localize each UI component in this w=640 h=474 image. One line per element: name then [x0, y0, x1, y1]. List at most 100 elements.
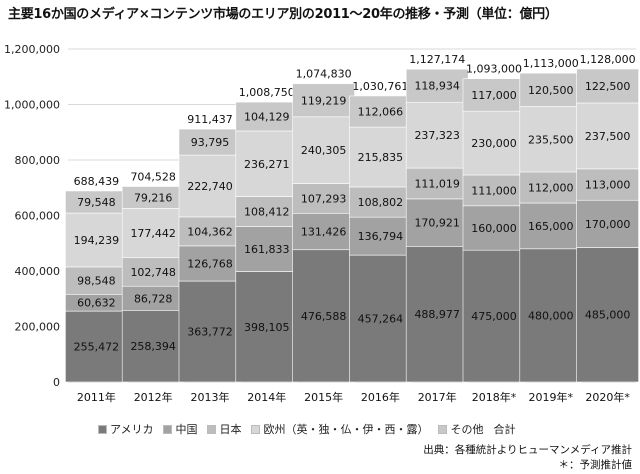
total-label: 688,439 [74, 175, 120, 188]
data-label-china: 136,794 [358, 230, 404, 243]
data-label-japan: 108,412 [244, 206, 290, 219]
bar-segment-europe [65, 212, 128, 268]
data-label-europe: 230,000 [471, 137, 517, 150]
legend-swatch-other [438, 424, 448, 434]
data-label-europe: 222,740 [187, 180, 233, 193]
data-label-usa: 475,000 [471, 310, 517, 323]
legend-swatch-europe [251, 424, 261, 434]
legend-label-japan: 日本 [219, 423, 242, 436]
data-label-japan: 111,019 [414, 177, 460, 190]
y-tick-label: 400,000 [15, 265, 61, 278]
data-label-europe: 237,500 [585, 130, 631, 143]
x-tick-label: 2014年 [247, 390, 286, 404]
bar-segment-japan [235, 196, 299, 227]
x-tick-label: 2015年 [304, 390, 343, 404]
data-label-europe: 236,271 [244, 158, 290, 171]
data-label-china: 126,768 [187, 257, 233, 270]
data-label-japan: 112,000 [528, 181, 574, 194]
x-tick-label: 2013年 [191, 390, 230, 404]
data-label-china: 170,921 [414, 217, 460, 230]
x-tick-label: 2017年 [418, 390, 457, 404]
bar-segment-japan [519, 171, 583, 204]
total-label: 704,528 [130, 170, 176, 183]
data-label-other: 104,129 [244, 111, 290, 124]
data-label-other: 119,219 [301, 94, 347, 107]
data-label-japan: 111,000 [471, 184, 517, 197]
data-label-usa: 255,472 [74, 341, 120, 354]
y-tick-label: 1,200,000 [4, 43, 60, 56]
y-tick-label: 0 [53, 376, 60, 389]
data-label-usa: 485,000 [585, 309, 631, 322]
data-label-europe: 177,442 [130, 227, 176, 240]
bar-segment-usa [519, 248, 583, 383]
bar-segment-china [292, 212, 355, 251]
data-label-japan: 102,748 [130, 266, 176, 279]
legend-label-europe: 欧州（英・独・仏・伊・西・露） [263, 423, 429, 436]
data-label-japan: 108,802 [358, 196, 404, 209]
bar-segment-japan [121, 257, 185, 287]
bar-segment-other [462, 78, 526, 112]
data-label-japan: 104,362 [187, 225, 233, 238]
bar-segment-europe [292, 116, 355, 184]
data-label-usa: 488,977 [414, 308, 460, 321]
total-label: 1,128,000 [580, 53, 636, 66]
data-label-japan: 98,548 [77, 275, 116, 288]
y-tick-label: 800,000 [15, 154, 61, 167]
bar-segment-china [121, 285, 185, 311]
data-label-china: 60,632 [77, 297, 116, 310]
data-label-other: 112,066 [358, 106, 404, 119]
data-label-usa: 363,772 [187, 326, 233, 339]
legend-item-other: その他 [438, 421, 483, 437]
bar-segment-japan [349, 186, 412, 218]
bar-segment-usa [178, 280, 242, 383]
bar-segment-europe [178, 154, 242, 218]
bar-segment-other [519, 72, 583, 107]
bar-segment-china [235, 226, 299, 272]
bar-segment-other [292, 83, 355, 118]
legend-item-usa: アメリカ [98, 421, 153, 437]
bar-segment-china [405, 198, 469, 247]
data-label-europe: 194,239 [74, 234, 120, 247]
bar-segment-japan [462, 174, 526, 207]
total-label: 1,127,174 [409, 53, 465, 66]
bar-segment-china [349, 216, 412, 256]
legend-swatch-china [163, 424, 173, 434]
data-label-other: 93,795 [191, 136, 230, 149]
total-label: 1,113,000 [523, 57, 579, 70]
bar-segment-europe [462, 110, 526, 176]
chart-legend: アメリカ 中国 日本 欧州（英・独・仏・伊・西・露） その他 合計 [98, 421, 525, 437]
bar-segment-europe [235, 130, 299, 197]
data-label-japan: 113,000 [585, 179, 631, 192]
bar-segment-europe [349, 126, 412, 188]
y-tick-label: 1,000,000 [4, 99, 60, 112]
data-label-europe: 240,305 [301, 144, 347, 157]
estimate-note: ＊：予測推計値 [558, 459, 633, 471]
bar-segment-usa [462, 249, 526, 383]
bar-segment-europe [519, 106, 583, 173]
data-label-other: 79,548 [77, 196, 116, 209]
bar-segment-other [178, 128, 242, 156]
bar-segment-usa [576, 247, 639, 383]
data-label-china: 170,000 [585, 218, 631, 231]
data-label-other: 122,500 [585, 80, 631, 93]
data-label-other: 118,934 [414, 80, 460, 93]
data-label-china: 131,426 [301, 226, 347, 239]
total-label: 1,030,761 [352, 80, 408, 93]
x-tick-label: 2018年* [472, 390, 517, 404]
data-label-usa: 258,394 [130, 340, 176, 353]
legend-label-china: 中国 [175, 423, 198, 436]
total-label: 911,437 [187, 113, 233, 126]
data-label-usa: 457,264 [358, 313, 404, 326]
legend-item-japan: 日本 [207, 421, 241, 437]
total-label: 1,008,750 [239, 86, 295, 99]
bar-segment-usa [235, 271, 299, 383]
data-label-other: 79,216 [134, 191, 173, 204]
total-label: 1,074,830 [296, 68, 352, 81]
bar-segment-other [235, 101, 299, 132]
data-label-europe: 237,323 [414, 129, 460, 142]
x-tick-label: 2020年* [585, 390, 630, 404]
data-label-other: 120,500 [528, 84, 574, 97]
chart-title: 主要16か国のメディア×コンテンツ市場のエリア別の2011～20年の推移・予測（… [8, 7, 558, 22]
source-note: 出典：各種統計よりヒューマンメディア推計 [423, 444, 632, 456]
legend-item-europe: 欧州（英・独・仏・伊・西・露） [251, 421, 428, 437]
